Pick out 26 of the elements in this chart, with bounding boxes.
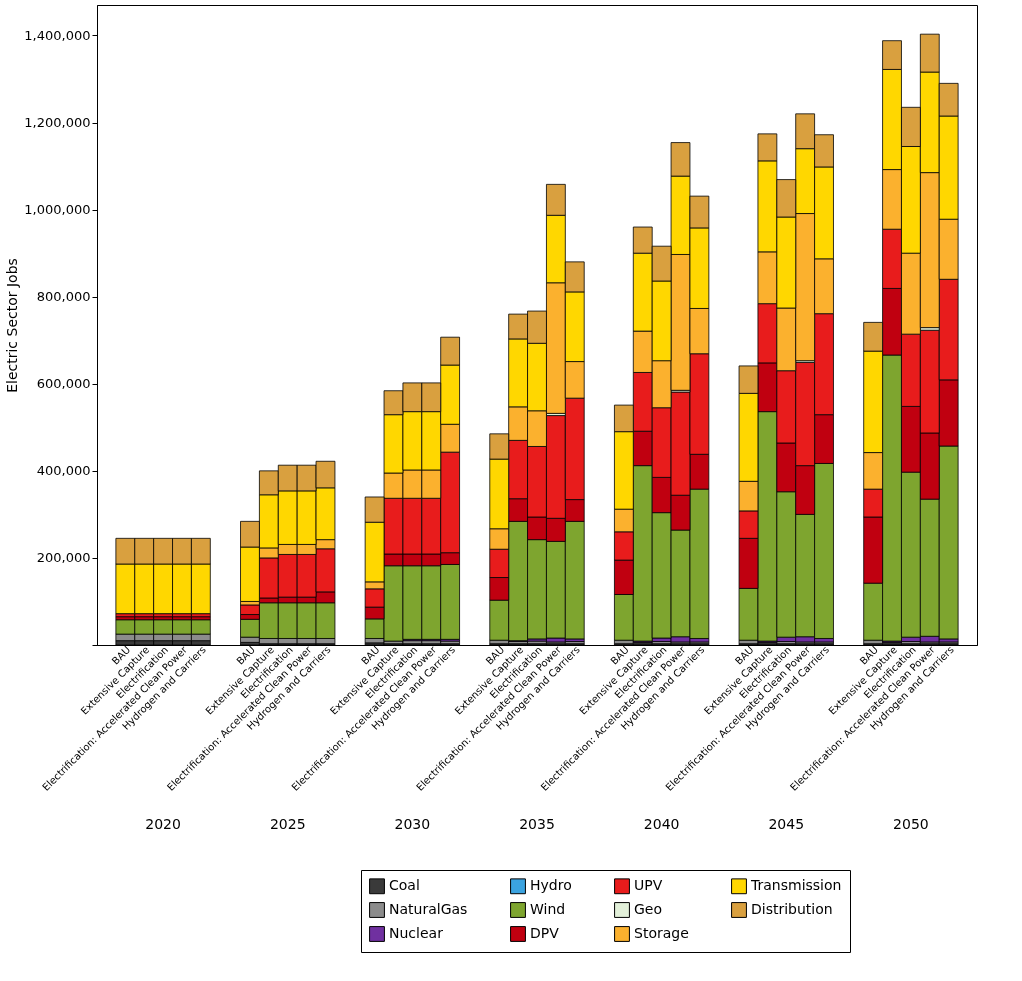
- text: 2045: [768, 816, 805, 832]
- y-axis-title: Electric Sector Jobs: [4, 258, 21, 393]
- legend-label: Distribution: [751, 901, 833, 917]
- y-tick-label: 200,000: [36, 550, 91, 566]
- legend-label: Nuclear: [389, 925, 444, 941]
- legend-label: Coal: [389, 877, 420, 894]
- text: 2035: [519, 816, 555, 832]
- text: 2025: [269, 816, 306, 832]
- legend-label: UPV: [634, 877, 663, 894]
- y-tick-label: 800,000: [36, 289, 91, 305]
- text: 2020: [145, 816, 181, 832]
- legend-label: Hydro: [530, 877, 572, 894]
- y-tick-label: 1,400,000: [24, 27, 91, 43]
- legend-label: Transmission: [750, 877, 842, 894]
- legend-label: Geo: [634, 901, 663, 917]
- text: 2030: [394, 816, 431, 832]
- legend-label: DPV: [530, 925, 560, 941]
- legend-label: NaturalGas: [389, 901, 468, 917]
- legend-label: Storage: [634, 925, 689, 941]
- legend-label: Wind: [530, 901, 566, 917]
- y-tick-label: 1,000,000: [24, 202, 91, 218]
- text: 2050: [893, 816, 929, 832]
- y-tick-label: 400,000: [36, 463, 91, 479]
- y-tick-label: 1,200,000: [24, 115, 91, 131]
- text: 2040: [643, 816, 680, 832]
- y-tick-label: 600,000: [36, 376, 91, 392]
